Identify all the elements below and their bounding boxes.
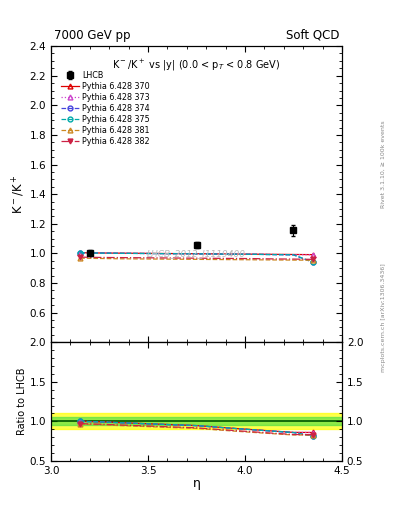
Pythia 6.428 370 [272, 251, 276, 258]
Text: K$^-$/K$^+$ vs |y| (0.0 < p$_T$ < 0.8 GeV): K$^-$/K$^+$ vs |y| (0.0 < p$_T$ < 0.8 Ge… [112, 58, 281, 73]
Pythia 6.428 370 [155, 250, 160, 257]
Pythia 6.428 374 [291, 252, 296, 258]
Pythia 6.428 370 [97, 250, 102, 256]
Pythia 6.428 373 [194, 251, 199, 257]
Pythia 6.428 370 [194, 251, 199, 257]
Pythia 6.428 370 [117, 250, 121, 256]
Pythia 6.428 375 [136, 250, 141, 257]
Pythia 6.428 382 [175, 255, 180, 261]
Pythia 6.428 381 [194, 257, 199, 263]
Pythia 6.428 381 [155, 256, 160, 262]
Pythia 6.428 381 [136, 256, 141, 262]
Pythia 6.428 373 [310, 252, 315, 258]
Pythia 6.428 381 [310, 257, 315, 263]
Pythia 6.428 373 [78, 250, 83, 256]
Pythia 6.428 375 [194, 251, 199, 257]
Pythia 6.428 381 [175, 256, 180, 262]
Pythia 6.428 382 [155, 255, 160, 261]
Pythia 6.428 381 [97, 255, 102, 262]
Pythia 6.428 370 [136, 250, 141, 257]
Pythia 6.428 374 [233, 251, 238, 257]
Pythia 6.428 381 [117, 255, 121, 262]
Pythia 6.428 373 [213, 251, 218, 257]
Pythia 6.428 382 [272, 256, 276, 262]
Pythia 6.428 382 [136, 254, 141, 261]
Pythia 6.428 374 [117, 250, 121, 257]
Pythia 6.428 370 [233, 251, 238, 257]
Pythia 6.428 382 [97, 254, 102, 261]
Pythia 6.428 374 [310, 259, 315, 265]
Pythia 6.428 381 [213, 257, 218, 263]
Pythia 6.428 370 [291, 251, 296, 258]
Pythia 6.428 382 [117, 254, 121, 261]
Pythia 6.428 373 [272, 251, 276, 258]
Pythia 6.428 382 [194, 255, 199, 261]
Pythia 6.428 381 [78, 255, 83, 261]
Pythia 6.428 373 [291, 251, 296, 258]
Bar [51, 413, 342, 429]
Pythia 6.428 382 [213, 255, 218, 262]
Text: mcplots.cern.ch [arXiv:1306.3436]: mcplots.cern.ch [arXiv:1306.3436] [381, 263, 386, 372]
Pythia 6.428 382 [233, 255, 238, 262]
Pythia 6.428 375 [213, 251, 218, 257]
Pythia 6.428 375 [272, 251, 276, 258]
Pythia 6.428 381 [252, 257, 257, 263]
Line: Pythia 6.428 382: Pythia 6.428 382 [78, 254, 315, 262]
Line: Pythia 6.428 381: Pythia 6.428 381 [78, 256, 315, 263]
Pythia 6.428 374 [213, 251, 218, 257]
Line: Pythia 6.428 374: Pythia 6.428 374 [78, 250, 315, 265]
Pythia 6.428 374 [78, 250, 83, 256]
Bar [51, 417, 342, 425]
Pythia 6.428 375 [155, 250, 160, 257]
Pythia 6.428 370 [252, 251, 257, 257]
Line: Pythia 6.428 370: Pythia 6.428 370 [78, 250, 315, 257]
Pythia 6.428 381 [233, 257, 238, 263]
Pythia 6.428 381 [272, 257, 276, 263]
Pythia 6.428 382 [252, 255, 257, 262]
Text: Soft QCD: Soft QCD [285, 29, 339, 41]
Y-axis label: K$^-$/K$^+$: K$^-$/K$^+$ [11, 175, 27, 214]
Pythia 6.428 370 [310, 251, 315, 258]
Pythia 6.428 370 [78, 250, 83, 256]
Pythia 6.428 373 [252, 251, 257, 258]
Legend: LHCB, Pythia 6.428 370, Pythia 6.428 373, Pythia 6.428 374, Pythia 6.428 375, Py: LHCB, Pythia 6.428 370, Pythia 6.428 373… [58, 68, 153, 150]
Pythia 6.428 375 [310, 259, 315, 265]
Pythia 6.428 374 [155, 250, 160, 257]
Text: LHCB_2012_I1119400: LHCB_2012_I1119400 [147, 249, 246, 258]
Pythia 6.428 382 [291, 256, 296, 262]
Line: Pythia 6.428 375: Pythia 6.428 375 [78, 250, 315, 265]
Pythia 6.428 373 [136, 250, 141, 257]
Pythia 6.428 374 [136, 250, 141, 257]
Pythia 6.428 375 [175, 251, 180, 257]
Text: 7000 GeV pp: 7000 GeV pp [54, 29, 130, 41]
Pythia 6.428 375 [78, 250, 83, 256]
Pythia 6.428 374 [97, 250, 102, 256]
Pythia 6.428 382 [78, 254, 83, 260]
Pythia 6.428 374 [272, 251, 276, 258]
Pythia 6.428 370 [175, 250, 180, 257]
Pythia 6.428 375 [117, 250, 121, 257]
Line: Pythia 6.428 373: Pythia 6.428 373 [78, 250, 315, 257]
Pythia 6.428 375 [252, 251, 257, 258]
Pythia 6.428 374 [175, 251, 180, 257]
Y-axis label: Ratio to LHCB: Ratio to LHCB [17, 368, 27, 435]
Pythia 6.428 373 [117, 250, 121, 257]
Text: Rivet 3.1.10, ≥ 100k events: Rivet 3.1.10, ≥ 100k events [381, 120, 386, 208]
Pythia 6.428 381 [291, 257, 296, 263]
Pythia 6.428 373 [175, 251, 180, 257]
X-axis label: η: η [193, 477, 200, 490]
Pythia 6.428 374 [194, 251, 199, 257]
Pythia 6.428 374 [252, 251, 257, 258]
Pythia 6.428 375 [233, 251, 238, 257]
Pythia 6.428 382 [310, 257, 315, 263]
Pythia 6.428 370 [213, 251, 218, 257]
Pythia 6.428 375 [291, 252, 296, 258]
Pythia 6.428 373 [233, 251, 238, 257]
Pythia 6.428 375 [97, 250, 102, 256]
Pythia 6.428 373 [155, 250, 160, 257]
Pythia 6.428 373 [97, 250, 102, 256]
